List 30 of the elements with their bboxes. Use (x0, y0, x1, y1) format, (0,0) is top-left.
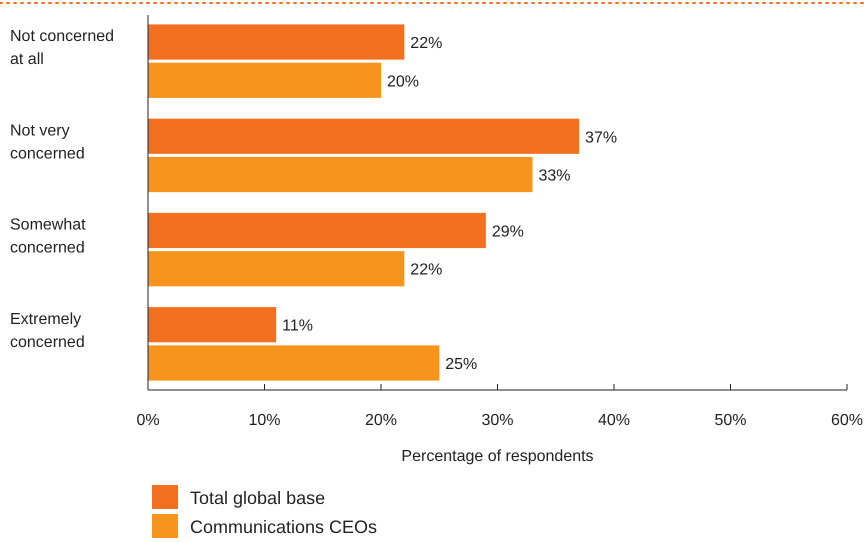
data-label: 22% (410, 262, 442, 279)
data-label: 20% (387, 73, 420, 90)
x-tick-label: 0% (136, 412, 160, 429)
y-tick-label: Somewhat concerned (10, 216, 86, 257)
bar (148, 307, 276, 342)
x-tick-label: 20% (364, 412, 398, 429)
x-tick-label: 50% (714, 412, 747, 429)
data-label: 37% (585, 129, 618, 146)
y-tick-label: Extremely concerned (10, 310, 85, 351)
data-label: 29% (492, 223, 524, 240)
bar (148, 118, 580, 154)
y-tick-label: Not very concerned (10, 122, 85, 162)
data-label: 11% (282, 318, 313, 335)
bar (148, 212, 486, 248)
legend-label: Total global base (190, 488, 326, 508)
legend-label: Communications CEOs (190, 517, 378, 537)
x-tick-label: 40% (598, 412, 630, 429)
x-tick-label: 30% (481, 412, 514, 429)
bar (148, 24, 404, 60)
bar (148, 345, 440, 381)
bar (148, 62, 381, 98)
data-label: 25% (445, 356, 478, 373)
bar (148, 156, 532, 192)
x-tick-label: 10% (248, 412, 281, 429)
x-tick-label: 60% (830, 412, 864, 429)
y-tick-label: Not concerned at all (10, 28, 114, 68)
data-label: 22% (410, 35, 442, 52)
x-axis-title: Percentage of respondents (401, 448, 594, 465)
data-label: 33% (538, 168, 570, 185)
bar (148, 251, 404, 286)
